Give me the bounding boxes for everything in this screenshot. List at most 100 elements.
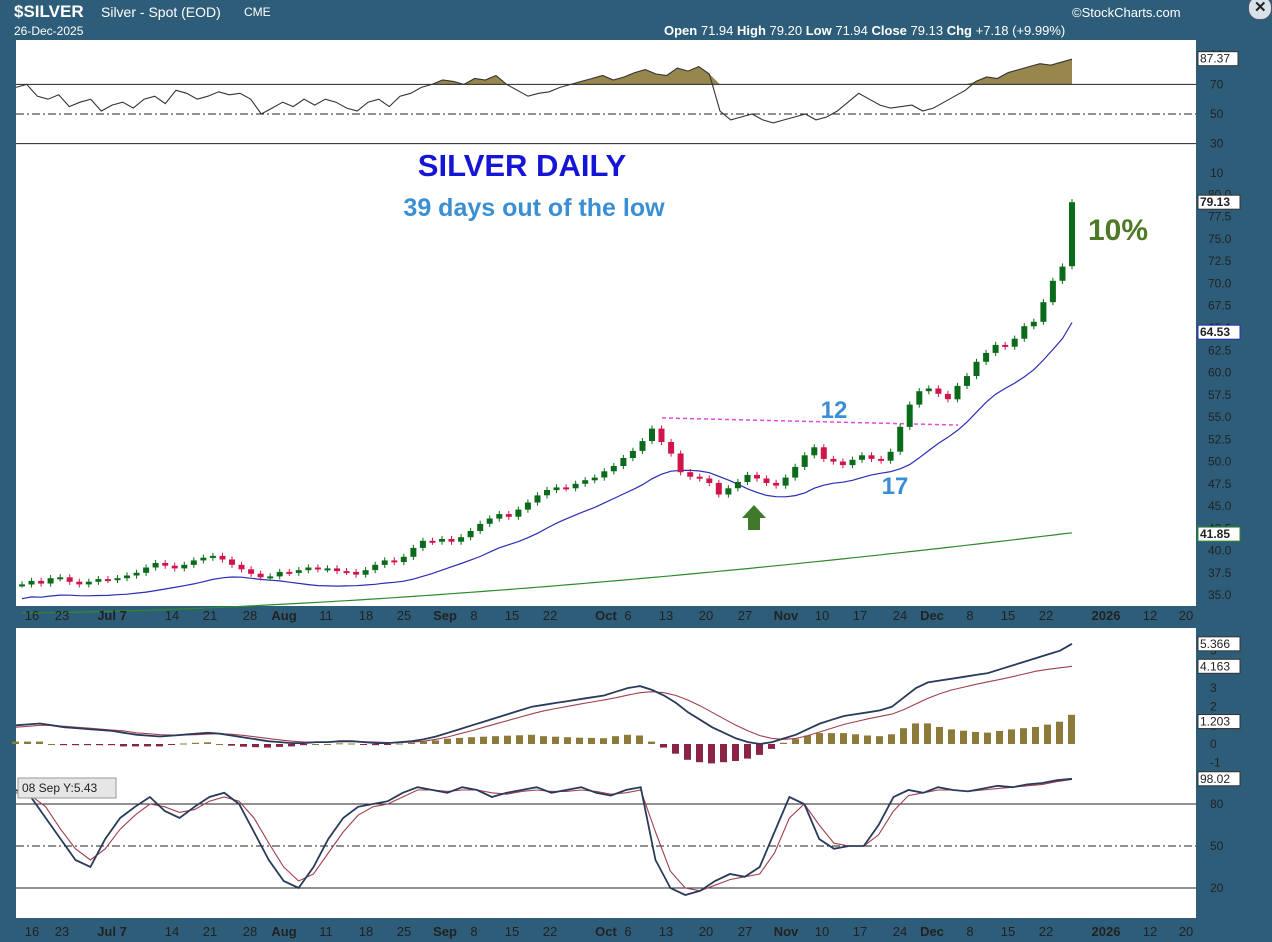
candle-body: [1030, 321, 1037, 327]
macd-hist-bar: [1056, 721, 1063, 744]
macd-hist-bar: [660, 744, 667, 748]
candle-body: [830, 458, 837, 462]
instrument-name: Silver - Spot (EOD): [101, 4, 221, 20]
macd-hist-bar: [492, 736, 499, 744]
rsi-lower-panel: [16, 140, 1196, 188]
candle-body: [209, 555, 216, 558]
price-tick-label: 75.0: [1208, 232, 1232, 246]
candle-body: [725, 488, 732, 495]
candle-body: [391, 560, 398, 563]
candle-body: [916, 391, 923, 405]
candle-body: [572, 483, 579, 489]
macd-panel: [16, 628, 1196, 774]
price-panel: [16, 188, 1196, 606]
x-axis-label: 27: [738, 924, 752, 939]
candle-body: [591, 477, 598, 481]
candle-body: [496, 514, 503, 519]
macd-hist-bar: [204, 742, 211, 744]
candle-body: [57, 577, 64, 580]
candle-body: [897, 426, 904, 452]
macd-hist-bar: [420, 741, 427, 744]
price-last-value-box: [1197, 194, 1241, 210]
candle-body: [181, 564, 188, 569]
rsi-panel: [16, 40, 1196, 140]
price-tick-label: 67.5: [1208, 299, 1232, 313]
candle-body: [143, 567, 150, 573]
macd-hist-bar: [456, 737, 463, 744]
candle-body: [104, 579, 111, 582]
stoch-tooltip: 08 Sep Y:5.43: [22, 781, 98, 795]
candle-body: [162, 563, 169, 566]
macd-hist-bar: [36, 741, 43, 744]
candle-body: [295, 570, 302, 573]
price-tick-label: 60.0: [1208, 366, 1232, 380]
pct-annotation: 10%: [1088, 214, 1148, 247]
high-value: 79.20: [769, 23, 803, 38]
candle-body: [859, 455, 865, 460]
candle-body: [878, 458, 885, 461]
x-axis-label: 15: [505, 924, 519, 939]
x-axis-label: 14: [165, 924, 179, 939]
macd-hist-bar: [180, 743, 187, 745]
stoch-tick-label: 80: [1210, 797, 1224, 811]
candle-body: [124, 575, 130, 579]
macd-macd-box: [1197, 636, 1241, 652]
macd-hist-bar: [564, 737, 571, 744]
candle-body: [1049, 280, 1056, 303]
macd-hist-bar: [252, 744, 259, 748]
x-axis-label: 22: [1039, 608, 1053, 623]
macd-hist-bar: [684, 744, 691, 760]
price-layer: [19, 199, 1075, 614]
candle-body: [849, 459, 856, 466]
candle-body: [715, 482, 722, 495]
macd-hist-bar: [108, 744, 115, 746]
price-tick-label: 55.0: [1208, 410, 1232, 424]
macd-hist-bar: [276, 744, 283, 747]
rsi-tick-label: 50: [1210, 107, 1224, 121]
macd-hist-bar: [324, 744, 331, 745]
candle-body: [763, 478, 770, 483]
rsi-tick-label: 30: [1210, 137, 1224, 151]
candle-body: [553, 487, 560, 491]
candle-body: [868, 455, 875, 459]
candle-body: [935, 388, 942, 394]
candle-body: [1040, 302, 1047, 322]
candle-body: [601, 471, 608, 478]
candle-body: [964, 376, 970, 386]
candle-body: [66, 577, 73, 582]
candle-body: [515, 509, 522, 517]
x-axis-label: 24: [893, 924, 907, 939]
ma50-last-value-box: [1197, 324, 1241, 340]
candle-body: [563, 487, 570, 490]
macd-hist-bar: [624, 734, 631, 744]
macd-hist-bar: [600, 738, 607, 744]
candle-body: [28, 580, 35, 585]
candle-body: [248, 569, 255, 574]
macd-hist-bar: [1044, 724, 1051, 744]
rsi-last-value: 87.37: [1200, 52, 1230, 66]
x-axis-label: 8: [966, 924, 973, 939]
candle-body: [687, 472, 694, 477]
count-top-annotation: 12: [821, 397, 848, 424]
x-axis-label: Aug: [271, 608, 296, 623]
candle-body: [773, 482, 780, 486]
candle-body: [171, 565, 178, 569]
rsi-tick-label: 10: [1210, 166, 1224, 180]
macd-hist-bar: [756, 744, 763, 755]
close-label: Close: [871, 23, 907, 38]
ma200-last-value: 41.85: [1200, 527, 1230, 541]
candle-body: [792, 466, 799, 478]
macd-hist-bar: [960, 730, 967, 744]
candle-body: [534, 495, 541, 503]
rsi-line: [15, 58, 1073, 124]
macd-hist-bar: [192, 742, 199, 744]
x-axis-label: Nov: [774, 924, 799, 939]
price-tick-label: 37.5: [1208, 566, 1232, 580]
macd-hist-bar: [432, 740, 439, 744]
macd-hist-bar: [504, 735, 511, 744]
macd-hist-bar: [696, 744, 703, 763]
close-icon: ✕: [1254, 0, 1267, 16]
candle-body: [238, 564, 245, 570]
high-label: High: [737, 23, 766, 38]
